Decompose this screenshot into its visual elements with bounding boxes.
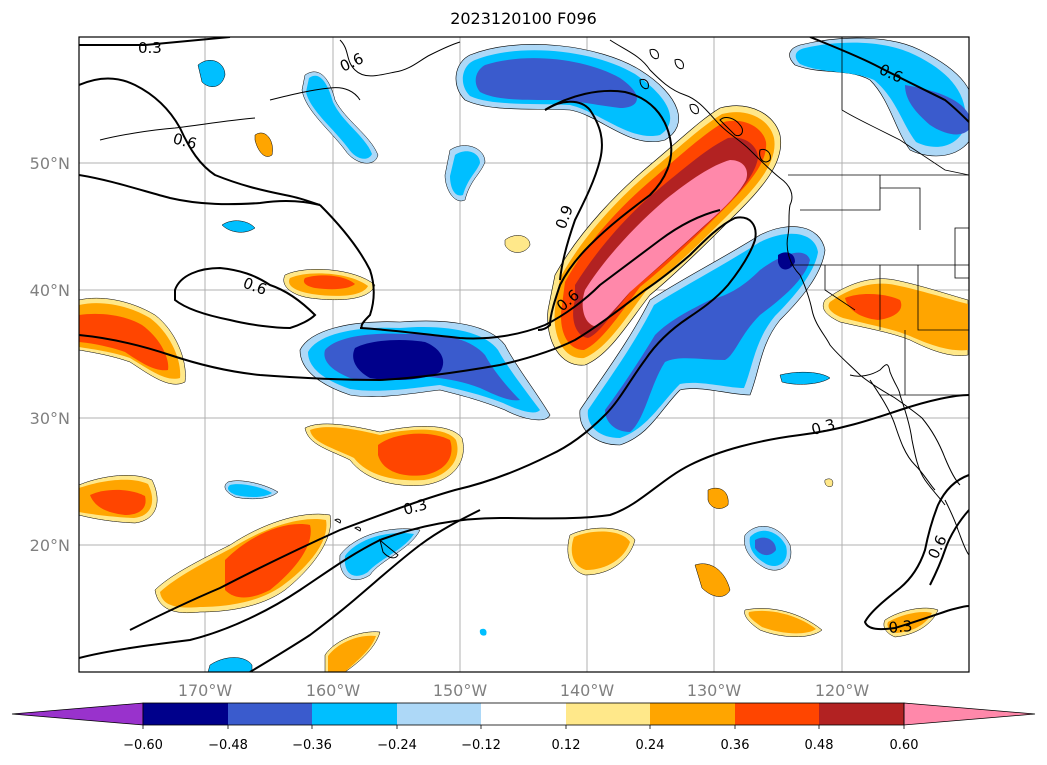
colorbar-extend-min xyxy=(11,702,144,726)
latitude-labels: 50°N 40°N 30°N 20°N xyxy=(30,154,70,555)
contour-0-6-central xyxy=(79,216,757,631)
borders xyxy=(788,37,969,396)
contour-0-3-south xyxy=(79,394,969,659)
contour-labels: 0.3 0.6 0.6 0.6 0.9 0.6 0.6 0.3 0.3 0.6 … xyxy=(138,39,951,637)
colorbar-tick-label: −0.36 xyxy=(292,738,332,753)
contour-label: 0.6 xyxy=(171,129,199,153)
colorbar-bin xyxy=(819,703,904,725)
colorbar-bin xyxy=(650,703,735,725)
colorbar-tick-label: −0.12 xyxy=(461,738,501,753)
contour-0-6-loop xyxy=(174,266,317,330)
contour-0-9 xyxy=(537,89,673,331)
lon-label: 120°W xyxy=(815,681,870,700)
colorbar-tick-label: 0.48 xyxy=(805,738,834,753)
map-frame xyxy=(78,36,970,673)
colorbar-bin xyxy=(312,703,397,725)
colorbar-tick-label: −0.48 xyxy=(208,738,248,753)
colorbar-tick-label: 0.60 xyxy=(890,738,919,753)
lat-label: 50°N xyxy=(30,154,70,173)
contour-label: 0.3 xyxy=(809,415,837,439)
lat-label: 20°N xyxy=(30,536,70,555)
lat-label: 40°N xyxy=(30,281,70,300)
colorbar-tick-label: 0.24 xyxy=(636,738,665,753)
lon-label: 170°W xyxy=(178,681,233,700)
contour-lines xyxy=(79,37,969,672)
contour-0-3-north xyxy=(79,37,231,46)
longitude-labels: 170°W 160°W 150°W 140°W 130°W 120°W xyxy=(178,681,870,700)
colorbar-bin xyxy=(397,703,481,725)
colorbar-bin xyxy=(143,703,228,725)
colorbar: −0.60 −0.48 −0.36 −0.24 −0.12 0.12 0.24 … xyxy=(11,702,1036,753)
coastlines xyxy=(99,39,969,559)
negative-anomaly-fields xyxy=(197,37,969,672)
colorbar-extend-max xyxy=(903,702,1036,726)
lon-label: 140°W xyxy=(560,681,615,700)
colorbar-tick-label: −0.60 xyxy=(123,738,163,753)
colorbar-tick-label: 0.12 xyxy=(552,738,581,753)
lat-label: 30°N xyxy=(30,409,70,428)
map-plot-area: 0.3 0.6 0.6 0.6 0.9 0.6 0.6 0.3 0.3 0.6 … xyxy=(79,37,969,672)
lon-label: 130°W xyxy=(687,681,742,700)
contour-label: 0.3 xyxy=(401,495,429,519)
contour-0-6-south-east xyxy=(863,474,969,631)
lon-label: 150°W xyxy=(433,681,488,700)
colorbar-bin xyxy=(566,703,650,725)
colorbar-bin xyxy=(228,703,312,725)
map-title: 2023120100 F096 xyxy=(450,9,597,28)
contour-label: 0.3 xyxy=(138,39,162,57)
lon-label: 160°W xyxy=(306,681,361,700)
colorbar-tick-label: −0.24 xyxy=(377,738,417,753)
colorbar-bin xyxy=(735,703,819,725)
contour-0-6-north-west xyxy=(79,77,321,206)
colorbar-tick-label: 0.36 xyxy=(721,738,750,753)
colorbar-bin xyxy=(481,703,566,725)
contour-label: 0.3 xyxy=(888,617,913,637)
